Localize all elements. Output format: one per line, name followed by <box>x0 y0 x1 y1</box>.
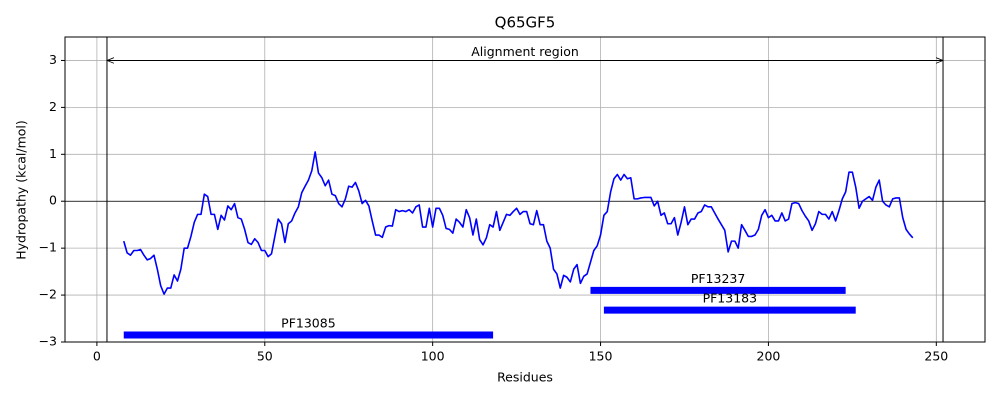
x-tick-label: 100 <box>421 349 445 364</box>
y-tick-label: −3 <box>39 334 57 349</box>
domain-label: PF13085 <box>281 315 336 330</box>
y-tick-label: 2 <box>49 99 57 114</box>
y-tick-label: 1 <box>49 146 57 161</box>
x-tick-label: 0 <box>93 349 101 364</box>
y-tick-label: −1 <box>39 240 57 255</box>
y-tick-label: 3 <box>49 52 57 67</box>
domain-label: PF13183 <box>703 291 758 306</box>
hydropathy-line <box>122 151 914 295</box>
x-tick-label: 150 <box>589 349 613 364</box>
x-tick-label: 50 <box>257 349 273 364</box>
y-tick-label: −2 <box>39 287 57 302</box>
x-tick-label: 200 <box>757 349 781 364</box>
y-axis-label: Hydropathy (kcal/mol) <box>14 120 29 260</box>
x-axis-label: Residues <box>497 370 553 385</box>
annotation-label: Alignment region <box>471 44 579 59</box>
plot-frame <box>64 36 986 343</box>
x-tick-label: 250 <box>924 349 948 364</box>
domain-label: PF13237 <box>691 271 746 286</box>
chart-title: Q65GF5 <box>495 14 556 32</box>
y-tick-label: 0 <box>49 193 57 208</box>
